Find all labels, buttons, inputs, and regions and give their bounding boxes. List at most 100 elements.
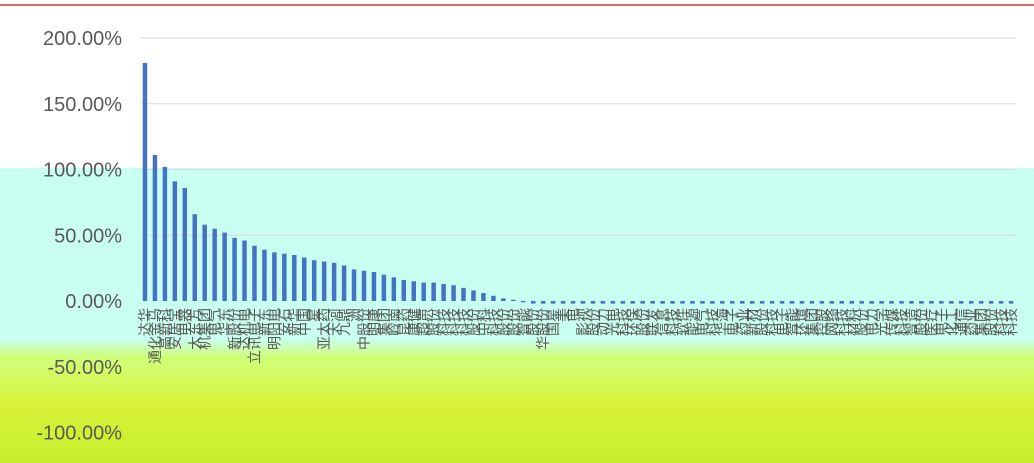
category-label: 电气 (694, 308, 710, 336)
bar (660, 301, 665, 304)
category-label: 安居宝 (167, 308, 183, 350)
bar (590, 301, 596, 304)
category-label: 电力 (864, 308, 880, 336)
category-label: 达机电 (237, 308, 253, 350)
category-label: 集团 (376, 308, 392, 336)
category-label: 股份 (913, 308, 929, 336)
category-label: 昆药 (396, 308, 412, 336)
bar (809, 301, 815, 304)
category-label: 超声 (416, 308, 432, 336)
category-label: 电气 (207, 308, 223, 336)
bar (680, 301, 685, 304)
category-label: 科技 (704, 308, 720, 336)
bar (530, 301, 536, 304)
category-label: 科技 (993, 308, 1009, 336)
bar (600, 301, 606, 304)
bar (789, 301, 795, 304)
bar (232, 237, 237, 301)
bar (749, 301, 755, 304)
bar (710, 301, 715, 304)
bar (978, 301, 984, 304)
category-label: 电 (565, 308, 581, 322)
bar (859, 301, 864, 304)
category-label: 亚太药 (316, 308, 332, 350)
bar (968, 301, 974, 304)
bar (799, 301, 805, 304)
bar (630, 301, 635, 304)
bar (142, 62, 148, 301)
bar (829, 301, 835, 304)
category-label: 新东 (256, 308, 272, 336)
x-axis-categories: 达华通化金马高新科安居宝电器大东方机集团电气华东新股份达机电立讯电子新东明阳电安… (137, 308, 1019, 364)
bar (929, 301, 934, 304)
bar (202, 224, 207, 301)
category-label: 医疗 (923, 308, 939, 336)
bar (481, 293, 486, 301)
bar (212, 228, 217, 301)
bar (431, 282, 436, 301)
category-label: 股份 (585, 308, 601, 336)
y-tick-label: 50.00% (54, 225, 122, 247)
category-label: 股份 (983, 308, 999, 336)
bar (461, 287, 466, 301)
category-label: 安石 (276, 308, 292, 336)
category-label: 国星 (545, 308, 561, 336)
bar (730, 301, 735, 304)
bar (321, 261, 327, 301)
bar (899, 301, 904, 304)
bar (740, 301, 745, 304)
y-tick-label: 150.00% (43, 94, 122, 116)
bar (640, 301, 645, 304)
y-axis-ticks: 200.00% 150.00% 100.00% 50.00% 0.00% -50.00% -… (36, 28, 122, 445)
category-label: 新材 (744, 308, 760, 336)
bar (580, 301, 586, 304)
category-label: 环保 (625, 308, 641, 336)
category-label: 电子 (774, 308, 790, 336)
category-label: 能源 (684, 308, 700, 336)
bar (511, 299, 516, 301)
bar (401, 279, 407, 301)
y-tick-label: 0.00% (65, 291, 122, 313)
category-label: 电器 (177, 308, 193, 336)
bar (779, 301, 785, 304)
bar (521, 301, 526, 303)
category-label: 光电 (605, 308, 621, 336)
category-label: 科技 (446, 308, 462, 336)
bar (391, 277, 397, 301)
category-label: 集团 (804, 308, 820, 336)
y-tick-label: -100.00% (36, 423, 122, 445)
category-label: 科技 (764, 308, 780, 336)
bar (351, 269, 357, 301)
category-label: 股份 (495, 308, 511, 336)
category-label: 华海 (714, 308, 730, 336)
category-label: 股份 (754, 308, 770, 336)
bar (501, 298, 506, 301)
category-label: 科技 (485, 308, 501, 336)
bar (819, 301, 825, 304)
category-label: 科技 (894, 308, 910, 336)
category-label: 机集团 (197, 308, 213, 350)
bar (889, 301, 894, 304)
category-label: 控股 (814, 308, 830, 336)
category-label: 股份 (854, 308, 870, 336)
category-label: 科技 (665, 308, 681, 336)
category-label: 信息 (655, 308, 671, 336)
category-label: 股份 (505, 308, 521, 336)
category-label: 九鼎 (336, 308, 352, 336)
category-label: 股份 (525, 308, 541, 336)
y-tick-label: 100.00% (43, 160, 122, 182)
category-label: 科技 (436, 308, 452, 336)
category-label: 科技 (1003, 308, 1019, 336)
category-label: 康健 (406, 308, 422, 336)
bar (262, 249, 267, 301)
category-label: 新股份 (227, 308, 243, 350)
bar (998, 301, 1004, 304)
bar (700, 301, 705, 304)
category-label: 科技 (615, 308, 631, 336)
bar (610, 301, 616, 304)
category-label: 中股份 (356, 308, 372, 350)
category-label: 光学 (874, 308, 890, 336)
category-label: 美 (555, 308, 571, 322)
bar (570, 301, 576, 304)
